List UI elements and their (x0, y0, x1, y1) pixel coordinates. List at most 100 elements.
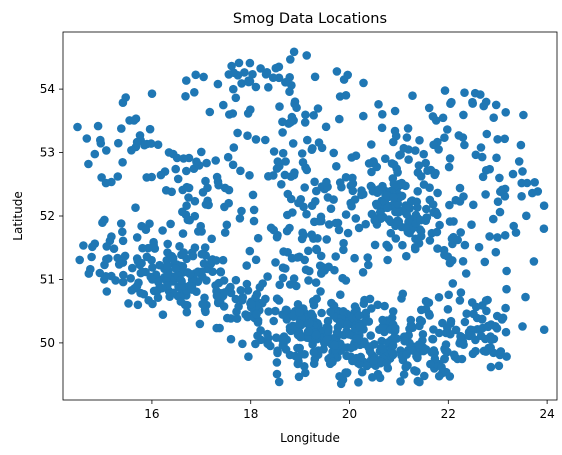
data-point (330, 340, 340, 350)
data-point (304, 319, 314, 328)
data-point (341, 210, 351, 219)
data-point (307, 145, 317, 154)
data-point (329, 148, 339, 158)
data-point (118, 227, 127, 237)
data-point (460, 317, 470, 327)
data-point (478, 172, 488, 182)
data-point (514, 157, 524, 166)
data-point (500, 184, 510, 194)
data-point (391, 323, 400, 333)
data-point (231, 294, 241, 304)
data-point (468, 97, 477, 107)
data-point (492, 153, 501, 163)
data-point (530, 178, 539, 187)
data-point (453, 235, 463, 245)
x-tick-label: 20 (342, 407, 357, 421)
data-point (251, 135, 261, 144)
data-point (272, 164, 282, 173)
data-point (297, 349, 306, 359)
data-point (519, 110, 528, 120)
data-point (163, 239, 172, 249)
data-point (402, 251, 411, 261)
data-point (178, 229, 188, 238)
data-point (175, 242, 184, 251)
data-point (382, 358, 391, 368)
data-point (365, 294, 375, 304)
data-point (332, 67, 342, 76)
data-point (278, 148, 288, 158)
data-point (282, 226, 292, 236)
data-point (128, 263, 137, 273)
data-point (321, 122, 331, 132)
data-point (418, 330, 428, 339)
data-point (539, 325, 549, 335)
data-point (212, 291, 222, 301)
data-point (485, 232, 494, 241)
data-point (102, 146, 111, 155)
data-point (302, 165, 312, 175)
data-point (84, 159, 93, 169)
data-point (501, 327, 511, 337)
data-point (313, 104, 323, 113)
data-point (335, 178, 345, 187)
data-point (310, 72, 320, 82)
y-tick-label: 50 (40, 336, 55, 350)
y-tick-label: 53 (40, 146, 55, 160)
data-point (101, 178, 111, 188)
data-point (390, 106, 400, 116)
data-point (529, 257, 539, 266)
data-point (364, 260, 373, 270)
data-point (222, 220, 232, 230)
data-point (339, 238, 348, 248)
data-point (288, 139, 298, 148)
data-point (469, 309, 478, 319)
data-point (138, 243, 147, 253)
data-point (383, 191, 392, 200)
data-point (86, 264, 95, 274)
data-point (293, 253, 302, 262)
data-point (216, 267, 226, 277)
data-point (107, 232, 116, 241)
data-point (334, 225, 344, 235)
data-point (289, 274, 299, 283)
data-point (161, 186, 171, 195)
data-point (264, 83, 273, 92)
data-point (190, 88, 199, 97)
data-point (341, 91, 351, 100)
data-point (269, 147, 279, 156)
data-point (166, 219, 175, 229)
data-point (272, 369, 282, 379)
data-point (243, 286, 253, 295)
data-point (139, 289, 149, 299)
data-point (261, 135, 270, 145)
data-point (305, 266, 314, 276)
data-point (474, 242, 484, 252)
data-point (256, 64, 265, 73)
data-point (137, 267, 147, 277)
data-point (146, 139, 156, 148)
data-point (539, 201, 549, 210)
data-point (187, 282, 197, 291)
data-point (460, 240, 470, 250)
data-point (113, 172, 123, 181)
data-point (135, 131, 145, 140)
data-point (328, 357, 337, 367)
data-point (148, 263, 157, 272)
data-point (518, 322, 527, 331)
data-point (417, 305, 426, 315)
data-point (203, 183, 212, 193)
data-point (364, 342, 374, 352)
data-point (238, 339, 247, 349)
data-point (342, 368, 352, 378)
data-point (354, 378, 363, 387)
data-point (247, 299, 256, 309)
data-point (428, 200, 438, 209)
data-point (445, 154, 455, 163)
data-point (295, 319, 304, 329)
data-point (434, 371, 444, 381)
data-point (522, 178, 532, 188)
data-point (331, 218, 341, 228)
data-point (495, 173, 504, 183)
chart-title: Smog Data Locations (233, 11, 387, 27)
data-point (234, 302, 243, 311)
